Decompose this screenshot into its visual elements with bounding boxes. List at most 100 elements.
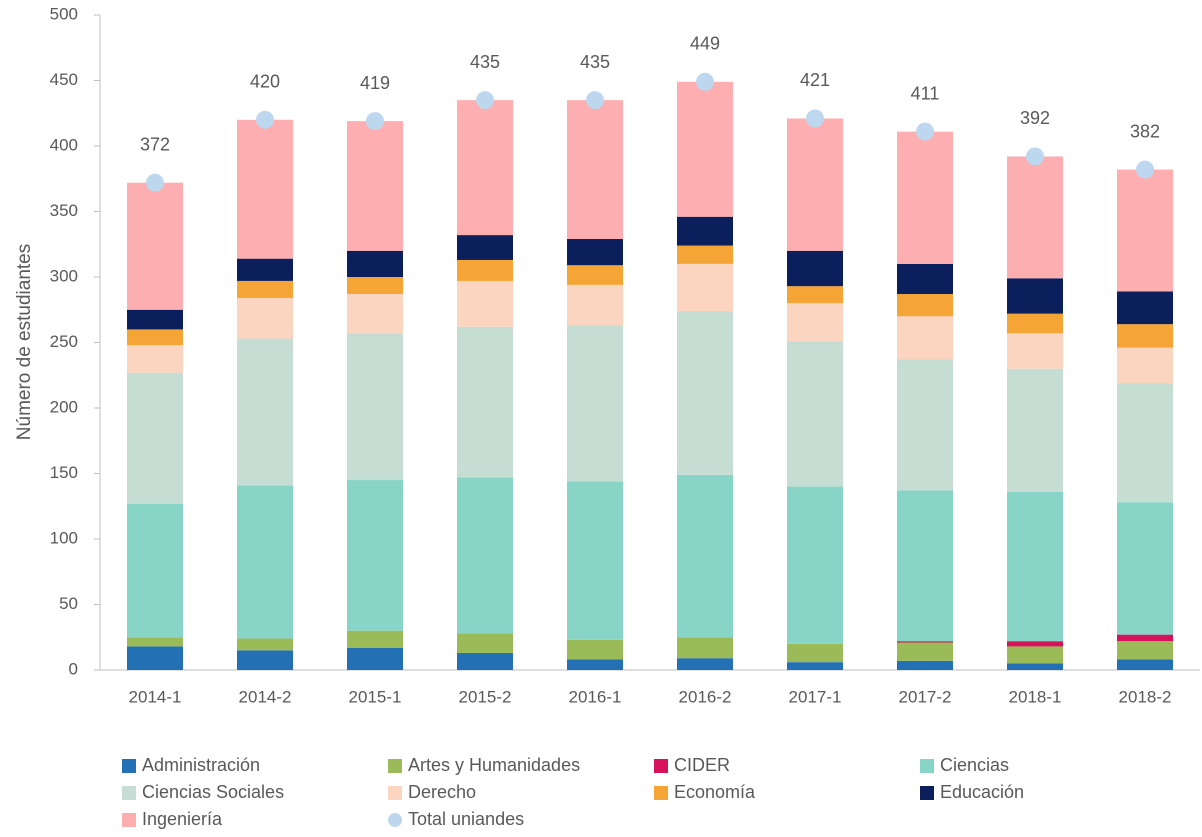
bar-segment	[1117, 502, 1173, 635]
y-tick-label: 350	[50, 201, 78, 220]
bar-segment	[237, 119, 293, 259]
y-tick-label: 50	[59, 594, 78, 613]
bar-segment	[347, 121, 403, 251]
y-tick-label: 400	[50, 135, 78, 154]
bar-segment	[677, 81, 733, 217]
bar-segment	[677, 311, 733, 475]
bar-segment	[897, 294, 953, 317]
bar-segment	[347, 647, 403, 670]
legend-label: Total uniandes	[408, 809, 524, 829]
legend-swatch	[654, 759, 668, 773]
y-tick-label: 200	[50, 397, 78, 416]
bar-segment	[1007, 333, 1063, 369]
bar-segment	[567, 265, 623, 285]
total-marker	[476, 91, 494, 110]
bar-segment	[897, 660, 953, 670]
bar-segment	[457, 280, 513, 327]
bar-segment	[1007, 646, 1063, 664]
total-label: 392	[1020, 108, 1050, 128]
bar-segment	[237, 638, 293, 651]
bar-segment	[567, 659, 623, 670]
legend-label: Administración	[142, 755, 260, 775]
bar-segment	[677, 263, 733, 312]
bar-segment	[347, 250, 403, 277]
x-tick-label: 2015-1	[349, 687, 402, 706]
bar-segment	[127, 329, 183, 346]
total-marker	[366, 112, 384, 131]
x-tick-label: 2014-1	[129, 687, 182, 706]
legend-swatch	[920, 759, 934, 773]
bar-segment	[347, 630, 403, 648]
bar-segment	[677, 216, 733, 246]
bar-segment	[127, 637, 183, 647]
bar-segment	[787, 486, 843, 644]
y-tick-label: 450	[50, 70, 78, 89]
x-tick-label: 2014-2	[239, 687, 292, 706]
total-label: 421	[800, 70, 830, 90]
legend-label: Economía	[674, 782, 756, 802]
bar-segment	[787, 118, 843, 251]
x-tick-label: 2018-2	[1119, 687, 1172, 706]
bar-segment	[897, 490, 953, 642]
bar-segment	[237, 338, 293, 486]
bar-segment	[897, 131, 953, 264]
total-marker	[256, 110, 274, 129]
total-marker	[916, 122, 934, 141]
bar-segment	[787, 341, 843, 487]
x-tick-label: 2016-1	[569, 687, 622, 706]
bar-segment	[897, 641, 953, 643]
bar-segment	[347, 480, 403, 631]
bar-segment	[127, 345, 183, 373]
bar-segment	[677, 245, 733, 264]
legend-label: Artes y Humanidades	[408, 755, 580, 775]
bar-segment	[567, 100, 623, 240]
bar-segment	[457, 633, 513, 653]
bar-segment	[897, 642, 953, 661]
bar-segment	[567, 481, 623, 640]
total-label: 419	[360, 73, 390, 93]
legend-label: Ingeniería	[142, 809, 223, 829]
y-tick-label: 250	[50, 332, 78, 351]
legend-swatch	[388, 786, 402, 800]
bar-segment	[457, 235, 513, 260]
y-axis-label: Número de estudiantes	[14, 244, 35, 440]
legend-swatch	[654, 786, 668, 800]
bar-segment	[347, 333, 403, 481]
bar-segment	[787, 250, 843, 287]
legend-label: Ciencias	[940, 755, 1009, 775]
bar-segment	[1007, 156, 1063, 279]
x-tick-label: 2016-2	[679, 687, 732, 706]
total-marker	[146, 173, 164, 192]
bar-segment	[677, 658, 733, 670]
bar-segment	[677, 474, 733, 638]
bar-segment	[457, 477, 513, 634]
legend-swatch	[122, 759, 136, 773]
y-tick-label: 300	[50, 266, 78, 285]
legend-label: Derecho	[408, 782, 476, 802]
bar-segment	[457, 652, 513, 670]
x-tick-label: 2017-2	[899, 687, 952, 706]
y-tick-label: 150	[50, 463, 78, 482]
legend-swatch	[122, 813, 136, 827]
bar-segment	[567, 239, 623, 266]
total-label: 372	[140, 134, 170, 154]
bar-segment	[127, 182, 183, 310]
total-label: 435	[470, 52, 500, 72]
bar-segment	[1007, 278, 1063, 314]
bar-segment	[457, 259, 513, 281]
bar-segment	[897, 359, 953, 491]
total-label: 382	[1130, 121, 1160, 141]
bar-segment	[127, 646, 183, 670]
bar-segment	[787, 643, 843, 663]
bar-segment	[127, 309, 183, 330]
total-marker	[586, 91, 604, 110]
bar-segment	[237, 280, 293, 298]
bar-segment	[1007, 368, 1063, 492]
total-label: 435	[580, 52, 610, 72]
legend-swatch	[920, 786, 934, 800]
bar-segment	[237, 650, 293, 670]
total-marker	[1026, 147, 1044, 166]
bar-segment	[1117, 169, 1173, 292]
y-tick-label: 100	[50, 528, 78, 547]
